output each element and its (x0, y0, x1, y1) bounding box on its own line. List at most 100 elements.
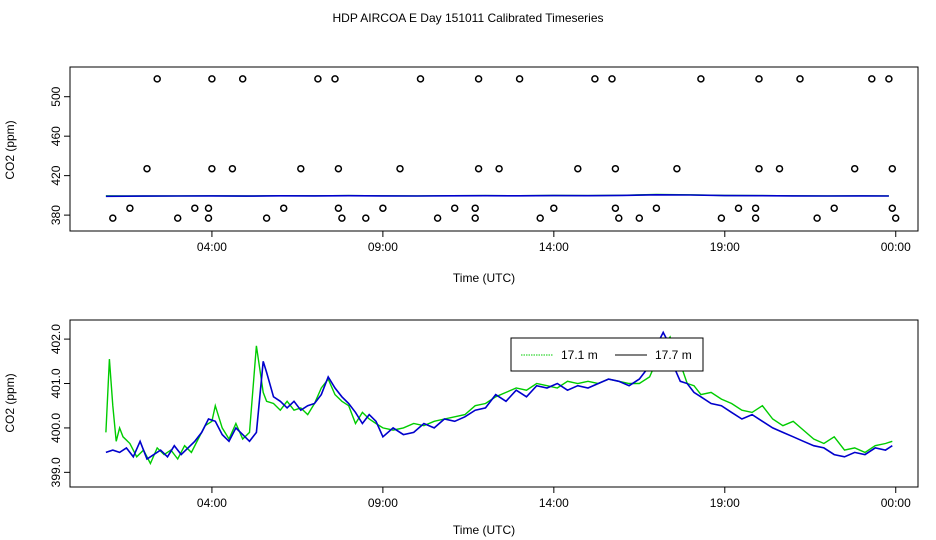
top-circle-marker (450, 204, 459, 212)
top-circle-marker (228, 164, 237, 173)
top-circle-marker (755, 75, 763, 83)
bottom-ytick-label: 400.0 (49, 413, 63, 443)
top-circle-marker (379, 204, 387, 212)
bottom-series-17-7-m (105, 330, 893, 461)
top-circle-marker (755, 164, 763, 173)
top-panel: 04:00 09:00 14:00 19:00 00:00 380 420 460 500 Ti… (3, 66, 919, 285)
bottom-xtick-label: 04:00 (197, 496, 227, 510)
top-xtick-label: 19:00 (710, 240, 740, 254)
top-circle-marker (262, 214, 271, 222)
top-xtick-label: 14:00 (539, 240, 569, 254)
top-circle-marker (153, 75, 161, 83)
top-circle-marker (891, 214, 900, 222)
bottom-ytick-label: 402.0 (49, 324, 63, 354)
top-circle-marker (204, 214, 213, 222)
bottom-ytick-label: 401.0 (49, 368, 63, 398)
top-circle-marker (396, 164, 404, 173)
legend: 17.1 m 17.7 m (510, 337, 704, 372)
top-circle-marker (751, 204, 760, 212)
top-circle-marker (850, 164, 859, 173)
top-circle-marker (334, 164, 343, 173)
top-circle-marker (888, 164, 897, 173)
top-circle-marker (297, 164, 305, 173)
top-circle-marker (608, 75, 616, 83)
bottom-xtick-label: 14:00 (539, 496, 569, 510)
top-circle-marker (515, 75, 524, 83)
top-circle-marker (433, 214, 442, 222)
top-ytick-label: 460 (49, 126, 63, 146)
top-circle-marker (362, 214, 370, 222)
top-circle-marker (673, 164, 681, 173)
top-circle-marker (734, 204, 743, 212)
top-axis-ticks: 04:00 09:00 14:00 19:00 00:00 380 420 460 500 (49, 86, 911, 254)
top-circle-marker (550, 204, 558, 212)
bottom-ytick-label: 399.0 (49, 457, 63, 487)
top-series-1 (105, 193, 889, 198)
top-circle-marker (495, 164, 503, 173)
top-circle-marker (697, 75, 705, 83)
top-plot-frame (69, 66, 919, 232)
top-circle-marker (536, 214, 544, 222)
top-circle-marker (751, 214, 760, 222)
top-circle-marker (796, 75, 804, 83)
top-circle-marker (888, 204, 897, 212)
top-ylabel: CO2 (ppm) (3, 120, 17, 179)
top-circle-marker (574, 164, 582, 173)
bottom-xtick-label: 09:00 (368, 496, 398, 510)
top-circle-marker (338, 214, 346, 222)
top-circle-marker (591, 75, 599, 83)
top-circle-marker (109, 214, 117, 222)
legend-label-17-7m: 17.7 m (655, 348, 692, 362)
top-circle-marker (238, 75, 247, 83)
legend-box (510, 337, 704, 372)
top-circle-marker (474, 75, 483, 83)
top-circle-marker (474, 164, 483, 173)
bottom-xtick-label: 00:00 (881, 496, 911, 510)
top-circle-marker (471, 204, 479, 212)
legend-label-17-1m: 17.1 m (561, 348, 598, 362)
top-circle-marker (868, 75, 876, 83)
top-circle-marker (830, 204, 838, 212)
top-ytick-label: 420 (49, 165, 63, 185)
top-ytick-label: 380 (49, 205, 63, 225)
top-ytick-label: 500 (49, 86, 63, 106)
bottom-xtick-label: 19:00 (710, 496, 740, 510)
top-circle-marker (334, 204, 343, 212)
bottom-panel: 04:00 09:00 14:00 19:00 00:00 399.0 400.0 401.0… (3, 319, 919, 537)
bottom-xlabel: Time (UTC) (453, 523, 515, 537)
top-circle-marker (208, 164, 216, 173)
top-xtick-label: 04:00 (197, 240, 227, 254)
top-circle-marker (611, 204, 620, 212)
top-circle-marker (717, 214, 726, 222)
top-circle-marker (615, 214, 623, 222)
top-circle-marker (331, 75, 339, 83)
top-circle-marker (279, 204, 288, 212)
top-circle-marker (126, 204, 134, 212)
top-xtick-label: 00:00 (881, 240, 911, 254)
top-circle-marker (635, 214, 644, 222)
top-circle-marker (416, 75, 425, 83)
top-circle-marker (885, 75, 893, 83)
top-circle-marker (314, 75, 322, 83)
top-circle-marker (652, 204, 661, 212)
bottom-axis-ticks: 04:00 09:00 14:00 19:00 00:00 399.0 400.0 401.0… (49, 324, 911, 510)
top-circle-marker (173, 214, 182, 222)
top-circle-markers (109, 75, 900, 222)
top-circle-marker (208, 75, 216, 83)
top-circle-marker (611, 164, 620, 173)
bottom-series-lines (105, 330, 893, 466)
bottom-plot-frame (69, 319, 919, 488)
bottom-ylabel: CO2 (ppm) (3, 373, 17, 432)
top-circle-marker (813, 214, 821, 222)
top-xtick-label: 09:00 (368, 240, 398, 254)
top-circle-marker (204, 204, 213, 212)
top-circle-marker (191, 204, 199, 212)
top-circle-marker (143, 164, 151, 173)
figure-title: HDP AIRCOA E Day 151011 Calibrated Times… (332, 11, 603, 25)
top-xlabel: Time (UTC) (453, 271, 515, 285)
top-circle-marker (775, 164, 784, 173)
top-circle-marker (471, 214, 479, 222)
top-series-lines (105, 193, 889, 198)
bottom-series-17-1-m (105, 335, 893, 466)
